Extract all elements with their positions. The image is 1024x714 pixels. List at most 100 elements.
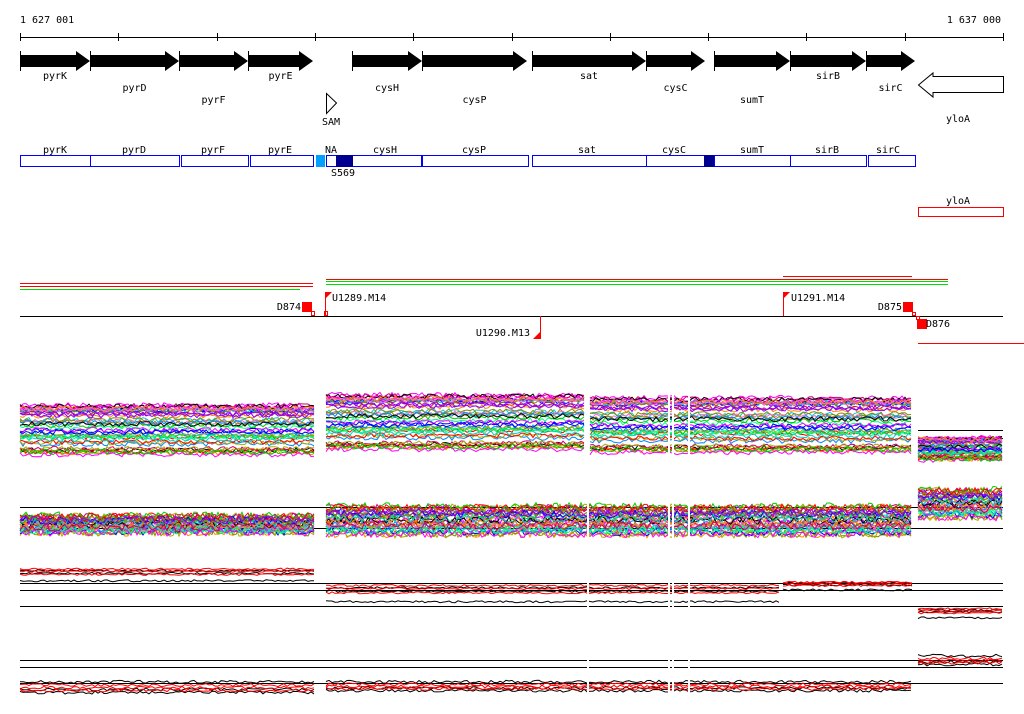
transcript-segment[interactable] [532, 155, 647, 167]
transcript-label: cysC [662, 145, 686, 156]
gene-arrow-icon [248, 51, 313, 71]
feature-label: U1291.M14 [791, 293, 845, 304]
gene-cysC[interactable]: cysC [646, 51, 705, 94]
sam-riboswitch[interactable]: SAM [322, 92, 340, 129]
expression-line [19, 571, 1003, 614]
expression-track-1 [19, 385, 1003, 465]
scale-start-label: 1 627 001 [20, 15, 74, 26]
expression-line [19, 432, 1003, 458]
expression-line [19, 508, 1003, 535]
gene-cysP[interactable]: cysP [422, 51, 527, 106]
expression-line [19, 660, 1003, 693]
gene-sirC[interactable]: sirC [866, 51, 915, 94]
expression-track-2 [19, 478, 1003, 558]
gene-arrow-icon [917, 71, 1004, 99]
expression-line [19, 397, 1003, 444]
transcript-segment[interactable] [790, 155, 867, 167]
transcript-segment[interactable] [20, 155, 91, 167]
feature-marker [903, 302, 913, 312]
gene-sat[interactable]: sat [532, 51, 646, 82]
expression-line [19, 391, 1003, 441]
scale-ruler: 1 627 001 1 637 000 [20, 15, 1004, 41]
feature-D875[interactable]: D875 [878, 302, 913, 313]
expression-tracks [19, 385, 1003, 714]
transcript-track: pyrK pyrD pyrF pyrE NA cysH cysP sat cysC sumT sir… [20, 145, 1004, 217]
expression-line [19, 421, 1003, 453]
expression-line [19, 417, 1003, 452]
expression-line [19, 432, 1003, 458]
expression-line [19, 427, 1003, 456]
transcript-segment[interactable] [352, 155, 422, 167]
flag-icon [325, 292, 332, 299]
transcript-segment[interactable] [250, 155, 314, 167]
gene-yloA[interactable]: yloA [917, 71, 1004, 125]
gene-sumT[interactable]: sumT [714, 51, 790, 106]
feature-U1290[interactable]: U1290.M13 [476, 316, 541, 339]
expression-track-4 [19, 645, 1003, 714]
feature-U1291[interactable]: U1291.M14 [783, 292, 845, 316]
expression-line [19, 395, 1003, 442]
flag-icon [533, 331, 541, 339]
gene-pyrD[interactable]: pyrD [90, 51, 179, 94]
transcript-segment-short[interactable] [316, 155, 325, 167]
expression-line [19, 491, 1003, 526]
gene-label: pyrD [122, 83, 146, 94]
transcript-segment[interactable] [714, 155, 791, 167]
transcript-label: sumT [740, 145, 764, 156]
expression-line [19, 395, 1003, 443]
expression-line [19, 413, 1003, 450]
gene-arrow-icon [422, 51, 527, 71]
transcript-segment-dark[interactable] [704, 155, 714, 167]
feature-track: D874 D875 D876 U1289.M14 U1291.M14 U1290.M13 [20, 276, 1024, 344]
expression-line [19, 503, 1003, 533]
feature-label: D875 [878, 302, 902, 313]
transcript-label: cysP [462, 145, 486, 156]
expression-line [19, 443, 1003, 462]
transcript-segment[interactable] [422, 155, 529, 167]
gene-arrow-icon [90, 51, 179, 71]
gene-track: pyrK pyrD pyrF pyrE cysH cysP sat cysC sumT sirB s… [20, 51, 1004, 125]
feature-D876[interactable]: D876 [917, 319, 950, 330]
transcript-segment[interactable] [181, 155, 249, 167]
transcript-label: sirB [815, 145, 839, 156]
feature-label: D876 [926, 319, 950, 330]
transcript-label: pyrE [268, 145, 292, 156]
gene-cysH[interactable]: cysH [352, 51, 422, 94]
expression-line [20, 653, 1003, 684]
gene-arrow-icon [20, 51, 90, 71]
transcript-segment[interactable] [868, 155, 916, 167]
expression-track-3 [19, 553, 1003, 633]
gene-pyrE[interactable]: pyrE [248, 51, 313, 82]
riboswitch-label: SAM [322, 117, 340, 128]
gene-label: cysC [663, 83, 687, 94]
antisense-label: yloA [946, 196, 970, 207]
gene-arrow-icon [866, 51, 915, 71]
feature-marker [917, 319, 927, 329]
segment-label: S569 [331, 168, 355, 179]
transcript-label: pyrK [43, 145, 67, 156]
gene-label: sumT [740, 95, 764, 106]
transcript-label: pyrD [122, 145, 146, 156]
gene-label: cysH [375, 83, 399, 94]
gene-arrow-icon [646, 51, 705, 71]
riboswitch-triangle-icon [326, 92, 338, 115]
expression-line [19, 658, 1003, 690]
transcript-segment-S569[interactable] [336, 155, 353, 167]
transcript-segment[interactable] [90, 155, 180, 167]
scale-end-label: 1 637 000 [947, 15, 1001, 26]
antisense-transcript[interactable] [918, 207, 1004, 217]
gene-pyrF[interactable]: pyrF [179, 51, 248, 106]
gene-label: sirC [878, 83, 902, 94]
transcript-label: NA [325, 145, 337, 156]
gene-label: sirB [816, 71, 840, 82]
feature-D874[interactable]: D874 [277, 302, 312, 313]
gene-sirB[interactable]: sirB [790, 51, 866, 82]
feature-U1289[interactable]: U1289.M14 [325, 292, 386, 316]
expression-line [19, 403, 1003, 446]
transcript-label: sirC [876, 145, 900, 156]
gene-pyrK[interactable]: pyrK [20, 51, 90, 82]
expression-line [19, 429, 1003, 457]
gene-arrow-icon [532, 51, 646, 71]
gene-label: yloA [946, 114, 970, 125]
